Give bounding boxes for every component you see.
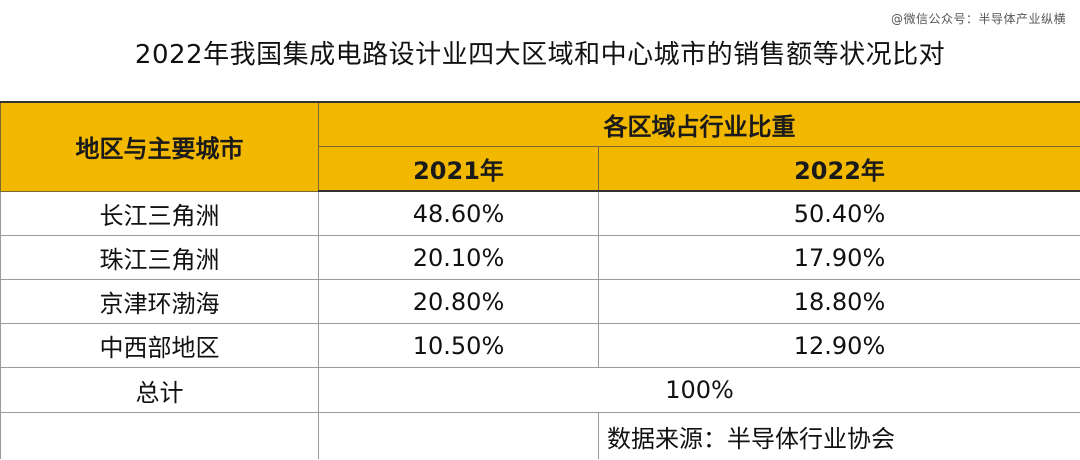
source-row: 数据来源：半导体行业协会	[0, 412, 1080, 459]
value-2022-cell: 12.90%	[598, 323, 1080, 368]
region-cell: 长江三角洲	[0, 190, 319, 236]
header-year-2022: 2022年	[598, 146, 1080, 192]
table-row: 中西部地区 10.50% 12.90%	[0, 323, 1080, 368]
value-2022-cell: 18.80%	[598, 279, 1080, 324]
table-row: 长江三角洲 48.60% 50.40%	[0, 190, 1080, 236]
empty-cell	[318, 412, 599, 459]
value-2021-cell: 20.10%	[318, 235, 599, 280]
header-share: 各区域占行业比重	[318, 101, 1080, 147]
value-2022-cell: 17.90%	[598, 235, 1080, 280]
table-row: 京津环渤海 20.80% 18.80%	[0, 279, 1080, 324]
table-row: 珠江三角洲 20.10% 17.90%	[0, 235, 1080, 280]
header-region: 地区与主要城市	[0, 101, 319, 192]
region-cell: 珠江三角洲	[0, 235, 319, 280]
watermark: @微信公众号：半导体产业纵横	[890, 12, 1066, 26]
source-note: 数据来源：半导体行业协会	[598, 412, 1080, 459]
data-table: 地区与主要城市 各区域占行业比重 2021年 2022年 长江三角洲 48.60…	[0, 101, 1080, 459]
empty-cell	[0, 412, 319, 459]
value-2021-cell: 20.80%	[318, 279, 599, 324]
total-row: 总计 100%	[0, 367, 1080, 413]
value-2021-cell: 10.50%	[318, 323, 599, 368]
page-title: 2022年我国集成电路设计业四大区域和中心城市的销售额等状况比对	[134, 40, 946, 70]
region-cell: 中西部地区	[0, 323, 319, 368]
source-text: 数据来源：半导体行业协会	[607, 424, 895, 453]
value-2022-cell: 50.40%	[598, 190, 1080, 236]
region-cell: 京津环渤海	[0, 279, 319, 324]
value-2021-cell: 48.60%	[318, 190, 599, 236]
total-value: 100%	[318, 367, 1080, 413]
total-label: 总计	[0, 367, 319, 413]
header-year-2021: 2021年	[318, 146, 599, 192]
